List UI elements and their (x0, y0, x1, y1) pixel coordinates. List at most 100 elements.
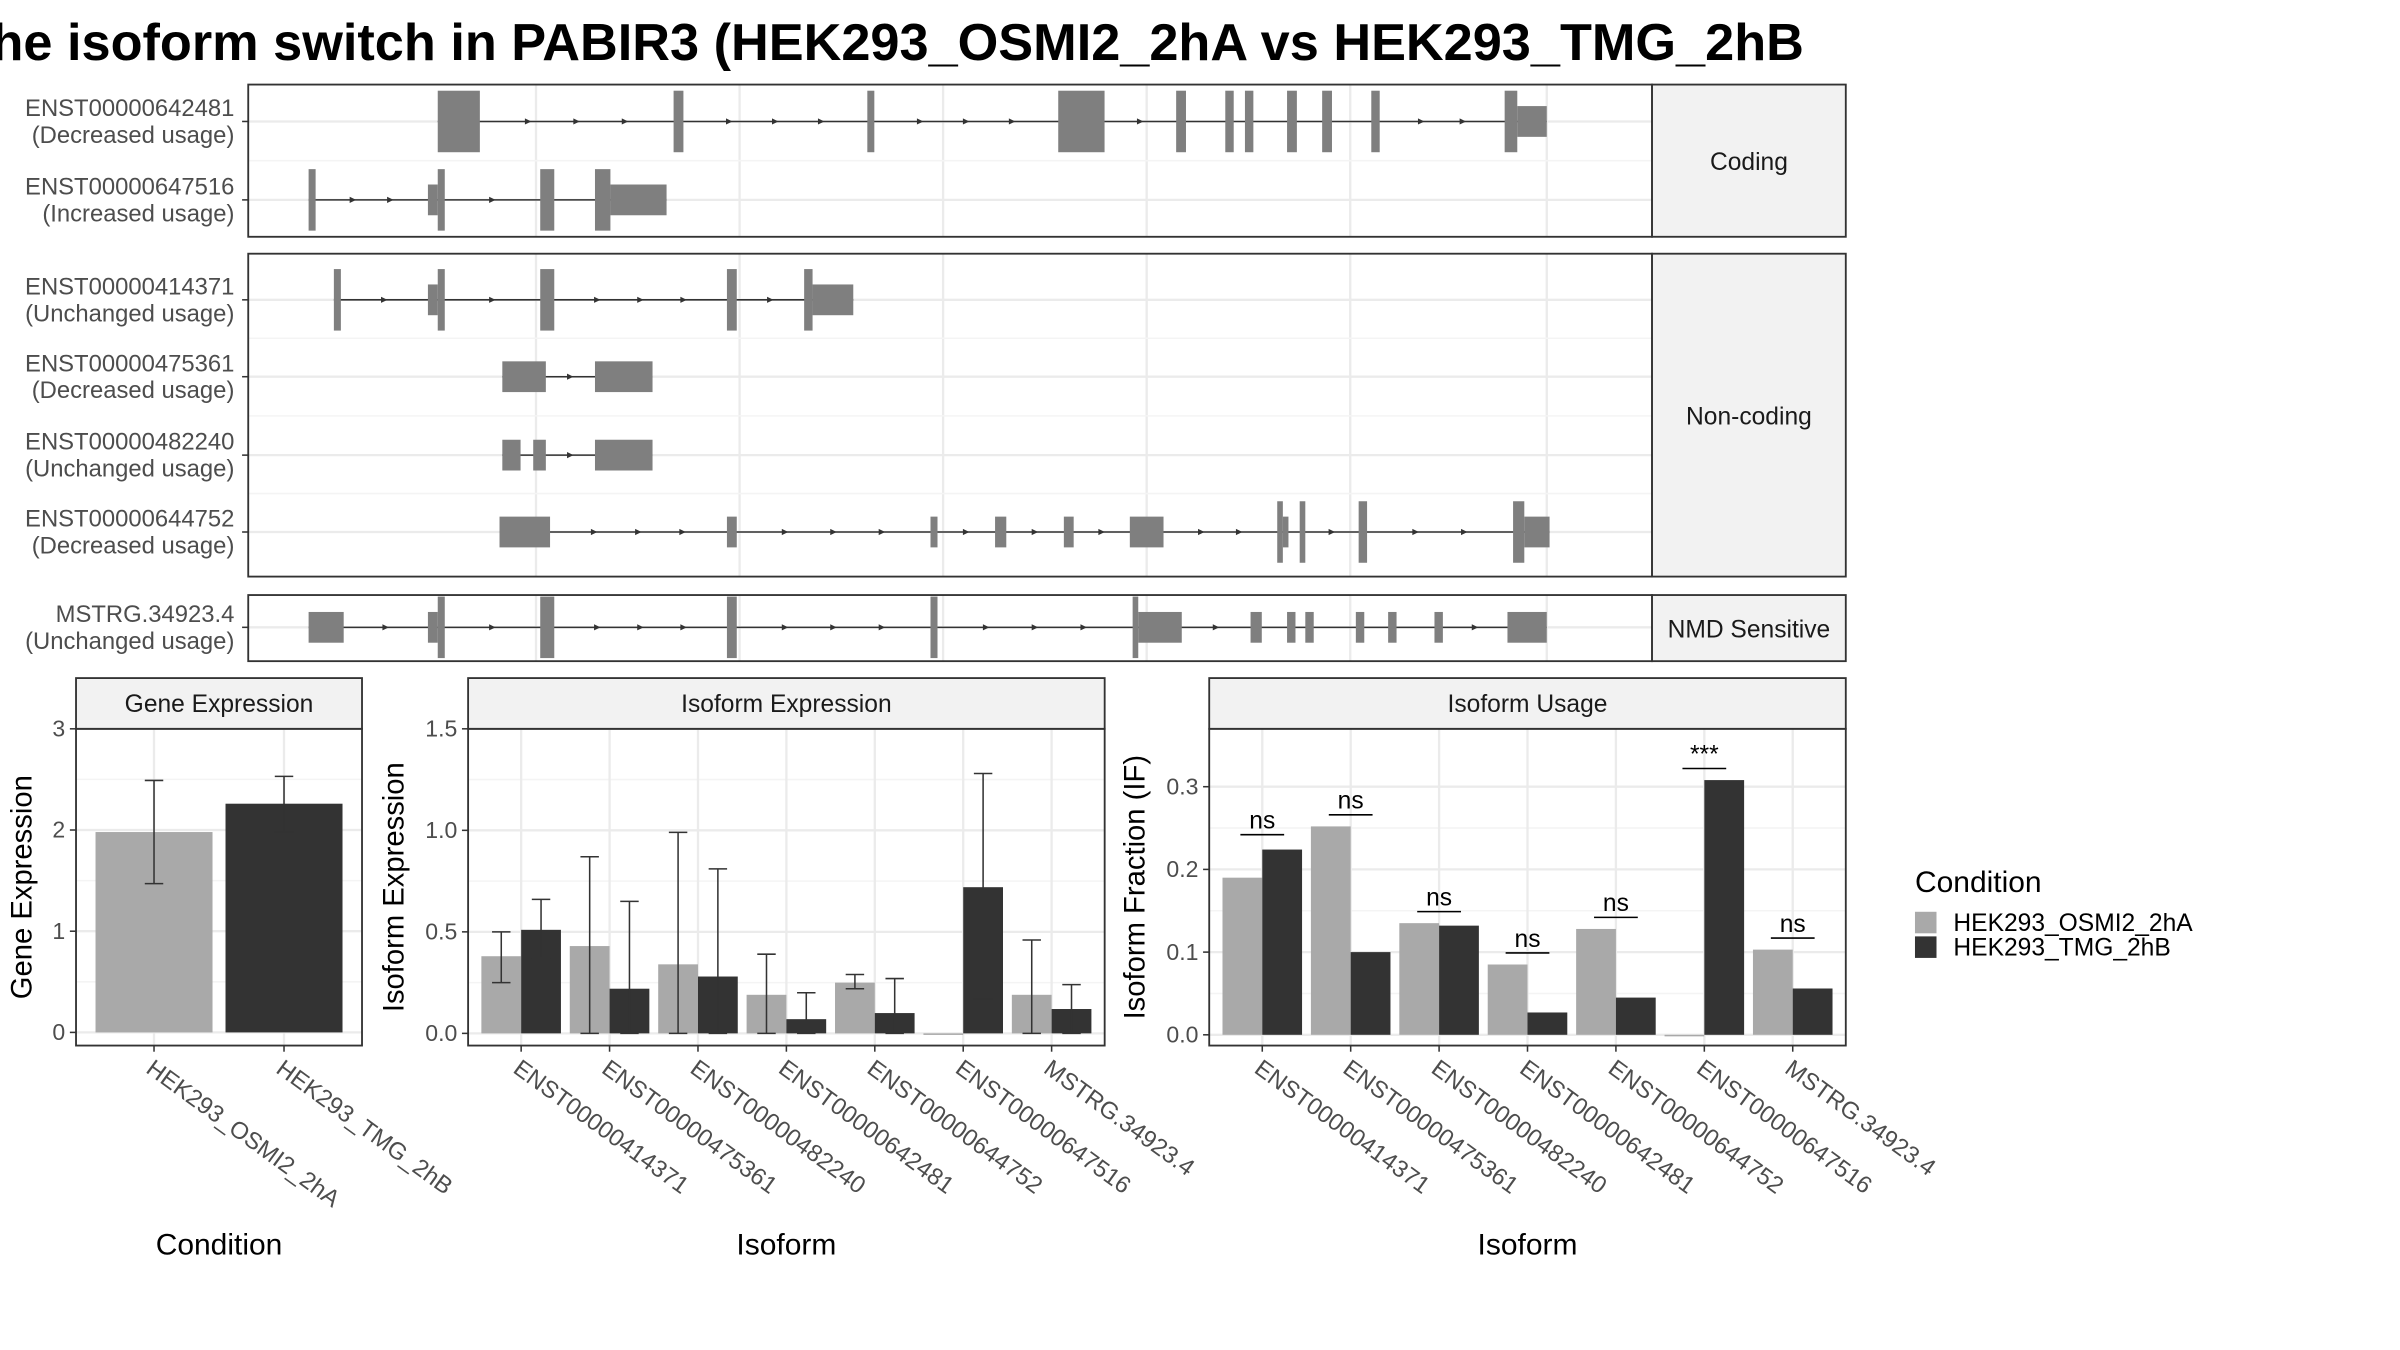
significance-label: *** (1690, 741, 1719, 768)
exon-block (1287, 611, 1296, 643)
facet-strip (1651, 252, 1847, 578)
intron-arrow (962, 528, 970, 536)
intron-arrow (767, 296, 774, 303)
intron-arrow (679, 528, 686, 536)
exon-block (1282, 516, 1289, 548)
intron-arrow (962, 118, 970, 125)
exon-block (1434, 611, 1443, 643)
intron-arrow (878, 624, 886, 631)
intron-arrow (830, 624, 837, 631)
transcript-usage-label: (Decreased usage) (32, 533, 235, 560)
bar (923, 1033, 964, 1035)
exon-block (308, 169, 316, 231)
exon-block (1287, 90, 1297, 153)
panel-title: Isoform Expression (681, 691, 891, 718)
exon-block (540, 596, 555, 659)
y-axis-title: Gene Expression (6, 775, 38, 999)
transcript-usage-label: (Decreased usage) (32, 377, 235, 404)
exon-block (1355, 611, 1365, 643)
intron-arrow (621, 118, 629, 125)
y-tick-label: 0.3 (1166, 773, 1198, 799)
exon-block (427, 284, 438, 316)
intron-arrow (489, 624, 496, 631)
bar (1487, 964, 1528, 1035)
exon-block (1225, 90, 1234, 153)
intron-arrow (590, 528, 598, 536)
intron-arrow (1461, 528, 1468, 536)
intron-arrow (637, 624, 644, 631)
bar (1350, 952, 1391, 1035)
facet-strip-label: Non-coding (1686, 403, 1812, 430)
intron-arrow (635, 528, 642, 536)
exon-block (594, 169, 611, 231)
exon-block (499, 516, 551, 548)
intron-arrow (878, 528, 886, 536)
y-tick-label: 0.2 (1166, 856, 1198, 882)
exon-block (427, 184, 438, 216)
facet-strip-label: NMD Sensitive (1668, 616, 1831, 643)
panel-title: Isoform Usage (1448, 691, 1608, 718)
transcript-track (308, 596, 1547, 659)
y-tick-label: 0.0 (425, 1020, 457, 1046)
transcript-track (502, 361, 653, 393)
exon-block (502, 439, 521, 471)
figure-title: he isoform switch in PABIR3 (HEK293_OSMI… (0, 14, 1804, 72)
exon-block (1138, 611, 1182, 643)
intron-arrow (573, 118, 580, 125)
intron-arrow (387, 196, 394, 203)
y-axis-title: Isoform Expression (379, 762, 411, 1012)
intron-arrow (916, 118, 924, 125)
intron-arrow (781, 528, 789, 536)
intron-arrow (817, 118, 825, 125)
exon-block (427, 611, 438, 643)
exon-block (437, 269, 445, 331)
exon-block (437, 596, 445, 659)
exon-block (930, 596, 938, 659)
legend-label: HEK293_OSMI2_2hA (1953, 910, 2193, 937)
bar (1752, 949, 1793, 1035)
transcript-id-label: ENST00000414371 (25, 273, 234, 300)
significance-label: ns (1426, 884, 1452, 911)
intron-arrow (1098, 528, 1105, 536)
intron-arrow (1328, 528, 1336, 536)
intron-arrow (1412, 528, 1419, 536)
exon-block (1388, 611, 1397, 643)
transcript-usage-label: (Unchanged usage) (25, 300, 234, 327)
exon-block (673, 90, 684, 153)
bar (1615, 997, 1656, 1035)
intron-arrow (1417, 118, 1425, 125)
exon-block (333, 269, 341, 331)
transcript-structure-panel: Coding ENST00000642481 (Decreased usage) EN… (25, 83, 1847, 663)
facet-strip-label: Coding (1710, 149, 1788, 176)
x-axis-title: Isoform (1478, 1229, 1578, 1262)
structure-facet: NMD Sensitive (247, 594, 1847, 663)
intron-arrow (726, 118, 733, 125)
bar (1527, 1012, 1568, 1035)
bar (225, 803, 343, 1033)
transcript-id-label: ENST00000642481 (25, 95, 234, 122)
intron-arrow (680, 296, 687, 303)
exon-block (437, 169, 445, 231)
transcript-track (437, 90, 1547, 153)
exon-block (1063, 516, 1074, 548)
transcript-usage-label: (Increased usage) (42, 200, 234, 227)
intron-arrow (489, 296, 496, 303)
transcript-track (333, 269, 854, 331)
legend-label: HEK293_TMG_2hB (1953, 935, 2170, 962)
exon-block (1513, 501, 1525, 563)
exon-block (1250, 611, 1262, 643)
panel-strip (75, 677, 363, 730)
legend-title: Condition (1915, 866, 2042, 899)
structure-facet: Non-coding (247, 252, 1847, 578)
intron-arrow (594, 624, 601, 631)
bar (1704, 780, 1745, 1035)
intron-arrow (567, 373, 574, 380)
exon-block (1058, 90, 1105, 153)
intron-arrow (1471, 624, 1479, 631)
exon-block (726, 516, 737, 548)
structure-facet: Coding (247, 83, 1847, 238)
intron-arrow (1459, 118, 1467, 125)
legend-key (1914, 936, 1937, 958)
